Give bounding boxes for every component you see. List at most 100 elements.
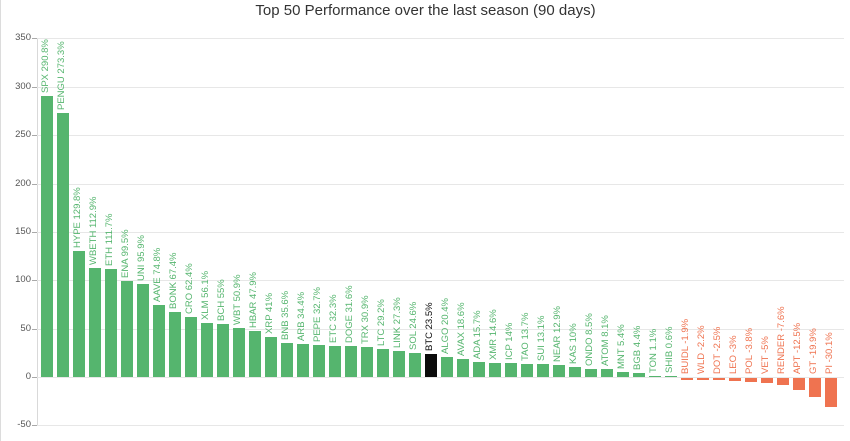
bar[interactable] [361,347,373,377]
bar-label: ICP 14% [504,323,515,361]
bar[interactable] [73,251,85,377]
bar[interactable] [425,354,437,377]
bar[interactable] [553,364,565,377]
bar[interactable] [601,369,613,377]
gridline [37,183,844,185]
bar[interactable] [745,378,757,382]
bar[interactable] [521,363,533,377]
gridline [37,377,844,378]
bar-label: APT -12.5% [792,322,803,374]
bar[interactable] [617,371,629,377]
bar[interactable] [665,376,677,377]
gridline [37,280,844,282]
bar-label: ETH 111.7% [104,213,115,266]
bar[interactable] [569,367,581,377]
bar[interactable] [281,342,293,377]
bar-label: BCH 55% [216,279,227,321]
y-axis-tick [32,231,37,233]
bar[interactable] [537,364,549,377]
bar[interactable] [345,346,357,377]
bar[interactable] [201,322,213,377]
bar[interactable] [329,345,341,377]
bar-label: ADA 15.7% [472,310,483,359]
bar-label: TRX 30.9% [360,295,371,345]
bar[interactable] [473,361,485,377]
bar[interactable] [249,330,261,377]
y-axis-tick [32,183,37,185]
bar[interactable] [217,323,229,377]
chart-title: Top 50 Performance over the last season … [255,2,596,19]
bar-label: BGB 4.4% [632,325,643,370]
bar[interactable] [297,343,309,377]
bar-label: DOGE 31.6% [344,285,355,344]
y-axis-tick-label: -50 [17,419,31,431]
bar[interactable] [489,362,501,377]
bar-label: XRP 41% [264,293,275,335]
gridline [37,38,844,40]
bar[interactable] [185,316,197,377]
bar[interactable] [633,372,645,377]
bar[interactable] [825,378,837,408]
bar[interactable] [41,95,53,377]
bar-label: GT -19.9% [808,328,819,374]
bar-label: AVAX 18.6% [456,302,467,356]
bar-label: DOT -2.5% [712,326,723,374]
gridline [37,425,844,427]
y-axis-tick-label: 200 [15,177,31,189]
y-axis-tick [32,280,37,282]
bar[interactable] [681,378,693,380]
bar[interactable] [377,348,389,377]
bar[interactable] [441,357,453,377]
bar[interactable] [729,378,741,381]
bar[interactable] [57,112,69,377]
bar-label: XMR 14.6% [488,309,499,360]
bar-label: CRO 62.4% [184,262,195,314]
y-axis-tick-label: 100 [15,274,31,286]
bar-label: LTC 29.2% [376,298,387,346]
bar-label: SPX 290.8% [40,38,51,93]
bar[interactable] [233,327,245,377]
bar[interactable] [393,350,405,377]
bar-label: TAO 13.7% [520,312,531,361]
y-axis-tick [32,135,37,137]
bar[interactable] [713,378,725,381]
bar-label: HYPE 129.8% [72,187,83,249]
bar[interactable] [457,359,469,377]
bar-label: ENA 99.5% [120,229,131,278]
bar[interactable] [153,304,165,377]
bar[interactable] [169,311,181,377]
bar-label: RENDER -7.6% [776,306,787,374]
gridline [37,328,844,330]
bar[interactable] [809,378,821,398]
bar[interactable] [265,337,277,377]
bar-label: WLD -2.2% [696,325,707,374]
bar[interactable] [761,378,773,383]
bar[interactable] [585,368,597,377]
bar-label: NEAR 12.9% [552,305,563,362]
bar[interactable] [649,375,661,377]
bar[interactable] [409,353,421,377]
bar-label: POL -3.8% [744,327,755,374]
bar[interactable] [89,267,101,377]
bar-label: ALGO 20.4% [440,298,451,355]
bar[interactable] [313,345,325,377]
bar[interactable] [105,268,117,377]
bar-label: ONDO 8.5% [584,312,595,366]
bar-label: LEO -3% [728,335,739,374]
bar[interactable] [137,284,149,377]
bar-label: PI -30.1% [824,332,835,374]
y-axis-tick [32,377,37,378]
bar-label: SOL 24.6% [408,301,419,351]
bar-label: SHIB 0.6% [664,326,675,373]
bar-label: WBETH 112.9% [88,196,99,265]
bar-label: PENGU 273.3% [56,40,67,110]
bar[interactable] [121,280,133,377]
y-axis-tick-label: 300 [15,80,31,92]
bar[interactable] [777,378,789,386]
bar[interactable] [505,363,517,377]
y-axis-tick-label: 50 [20,322,31,334]
bar[interactable] [793,378,805,391]
bar[interactable] [697,378,709,381]
bar-label: TON 1.1% [648,328,659,373]
y-axis-tick-label: 350 [15,32,31,44]
